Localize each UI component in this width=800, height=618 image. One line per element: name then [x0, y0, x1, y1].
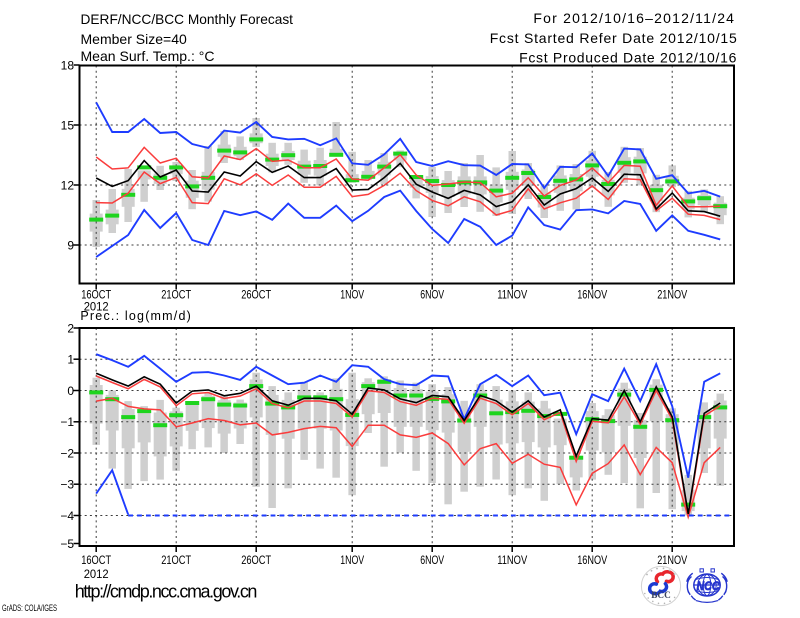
svg-text:0: 0 [67, 384, 74, 398]
svg-text:−2: −2 [60, 446, 74, 460]
svg-text:26OCT: 26OCT [241, 553, 272, 567]
svg-text:DERF/NCC/BCC Monthly Forecast: DERF/NCC/BCC Monthly Forecast [81, 11, 294, 27]
svg-text:21NOV: 21NOV [657, 288, 687, 302]
svg-text:NCC: NCC [697, 579, 720, 593]
svg-text:−4: −4 [60, 509, 74, 523]
svg-text:Prec.: log(mm/d): Prec.: log(mm/d) [80, 309, 192, 323]
svg-text:21OCT: 21OCT [161, 288, 192, 302]
svg-text:16OCT: 16OCT [81, 288, 112, 302]
svg-text:−5: −5 [60, 537, 74, 551]
svg-text:15: 15 [61, 118, 75, 132]
svg-text:GrADS: COLA/IGES: GrADS: COLA/IGES [2, 603, 57, 614]
svg-text:1: 1 [67, 353, 74, 367]
svg-text:−3: −3 [60, 478, 74, 492]
svg-text:12: 12 [61, 178, 75, 192]
svg-text:1NOV: 1NOV [340, 288, 364, 302]
svg-text:BCC: BCC [651, 591, 671, 601]
svg-text:For 2012/10/16–2012/11/24: For 2012/10/16–2012/11/24 [533, 10, 735, 26]
svg-text:2012: 2012 [84, 567, 109, 581]
svg-text:2012: 2012 [84, 299, 109, 313]
svg-text:21OCT: 21OCT [161, 553, 192, 567]
svg-text:Mean Surf. Temp.: °C: Mean Surf. Temp.: °C [81, 48, 215, 64]
svg-text:−1: −1 [60, 415, 74, 429]
svg-text:21NOV: 21NOV [657, 553, 687, 567]
svg-text:11NOV: 11NOV [497, 288, 527, 302]
svg-text:2: 2 [67, 321, 74, 335]
svg-text:6NOV: 6NOV [420, 553, 444, 567]
svg-text:26OCT: 26OCT [241, 288, 272, 302]
svg-text:Fcst Produced Date 2012/10/16: Fcst Produced Date 2012/10/16 [519, 50, 737, 66]
svg-text:http://cmdp.ncc.cma.gov.cn: http://cmdp.ncc.cma.gov.cn [75, 582, 257, 602]
svg-text:16OCT: 16OCT [81, 553, 112, 567]
svg-text:Member Size=40: Member Size=40 [81, 31, 188, 47]
svg-text:9: 9 [67, 238, 74, 252]
svg-text:18: 18 [61, 58, 75, 72]
svg-text:16NOV: 16NOV [577, 553, 607, 567]
svg-text:Fcst Started Refer Date 2012/1: Fcst Started Refer Date 2012/10/15 [490, 30, 738, 46]
svg-text:1NOV: 1NOV [340, 553, 364, 567]
svg-text:6NOV: 6NOV [420, 288, 444, 302]
svg-text:16NOV: 16NOV [577, 288, 607, 302]
svg-text:11NOV: 11NOV [497, 553, 527, 567]
